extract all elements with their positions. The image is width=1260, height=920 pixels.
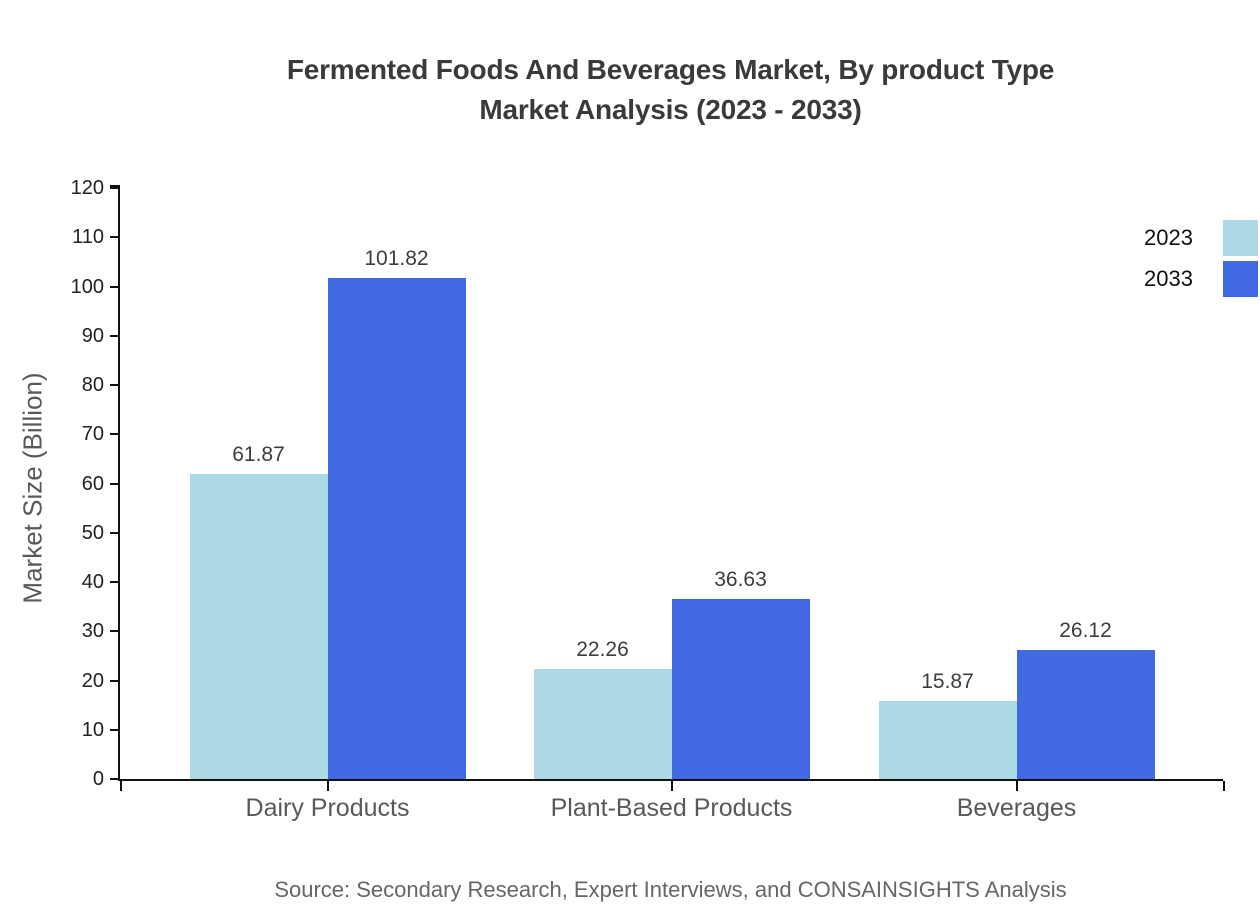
chart-title-line-1: Fermented Foods And Beverages Market, By… [286,54,1055,85]
chart-title-line-2: Market Analysis (2023 - 2033) [479,94,862,125]
y-axis-tick-label: 30 [81,620,104,643]
y-axis-tick [110,433,118,436]
y-axis-tick-label: 60 [81,472,104,495]
bar-value-label: 26.12 [1059,619,1112,642]
y-axis-end-tick [110,185,118,187]
legend-label: 2033 [1144,266,1193,291]
legend-item: 2023 [1144,220,1258,256]
y-axis-tick [110,482,118,485]
y-axis-tick-label: 10 [81,718,104,741]
y-axis-tick-label: 40 [81,571,104,593]
y-axis-tick-label: 20 [81,669,104,692]
plot-area: 0 10 20 30 40 50 60 70 80 90 100 110 120 Dairy Produc… [71,177,1225,822]
bar-value-label: 61.87 [232,443,285,466]
bar-2033-dairy-products [327,278,466,779]
x-axis-tick [670,781,673,791]
legend-swatch-2033 [1223,261,1258,297]
y-axis-tick [110,630,118,633]
y-axis-tick-label: 90 [81,324,104,347]
y-axis-tick-label: 80 [81,374,104,396]
source-note: Source: Secondary Research, Expert Inter… [274,877,1067,902]
bar-value-label: 22.26 [576,638,629,661]
y-axis-tick [110,334,118,337]
y-axis-tick [110,236,118,239]
category-label: Plant-Based Products [550,794,793,822]
category-label: Dairy Products [245,794,410,822]
bar-2023-plant-based-products [533,669,672,779]
x-axis-tick [1015,781,1018,791]
y-axis-tick-label: 0 [92,768,104,790]
y-axis-tick [110,679,118,682]
bar-value-label: 15.87 [921,670,974,693]
y-axis-tick-label: 120 [70,177,104,199]
y-axis-tick-label: 100 [70,275,104,298]
y-axis-tick-label: 110 [72,226,104,249]
legend: 2023 2033 [1144,220,1258,297]
bar-2033-beverages [1016,650,1155,779]
chart-title: Fermented Foods And Beverages Market, By… [118,50,1223,130]
bar-2023-beverages [878,701,1017,779]
bar-value-label: 36.63 [714,568,767,591]
bar-value-label: 101.82 [364,247,429,270]
legend-label: 2023 [1144,225,1193,250]
x-axis-end-tick [120,781,122,791]
y-axis-title: Market Size (Billion) [17,372,48,604]
y-axis-tick [110,581,118,583]
y-axis-tick-label: 70 [81,423,104,446]
legend-swatch-2023 [1223,220,1258,256]
bar-2033-plant-based-products [671,599,810,779]
legend-item: 2033 [1144,261,1258,297]
y-axis-tick-label: 50 [81,521,104,544]
x-axis-end-tick [1223,781,1225,791]
y-axis-tick [110,778,118,780]
y-axis-tick [110,285,118,288]
y-axis-tick [110,531,118,534]
category-label: Beverages [956,794,1077,822]
y-axis-tick [110,384,118,386]
y-axis-tick [110,187,118,189]
x-axis-tick [326,781,329,791]
bar-2023-dairy-products [189,474,328,779]
y-axis-tick [110,728,118,731]
